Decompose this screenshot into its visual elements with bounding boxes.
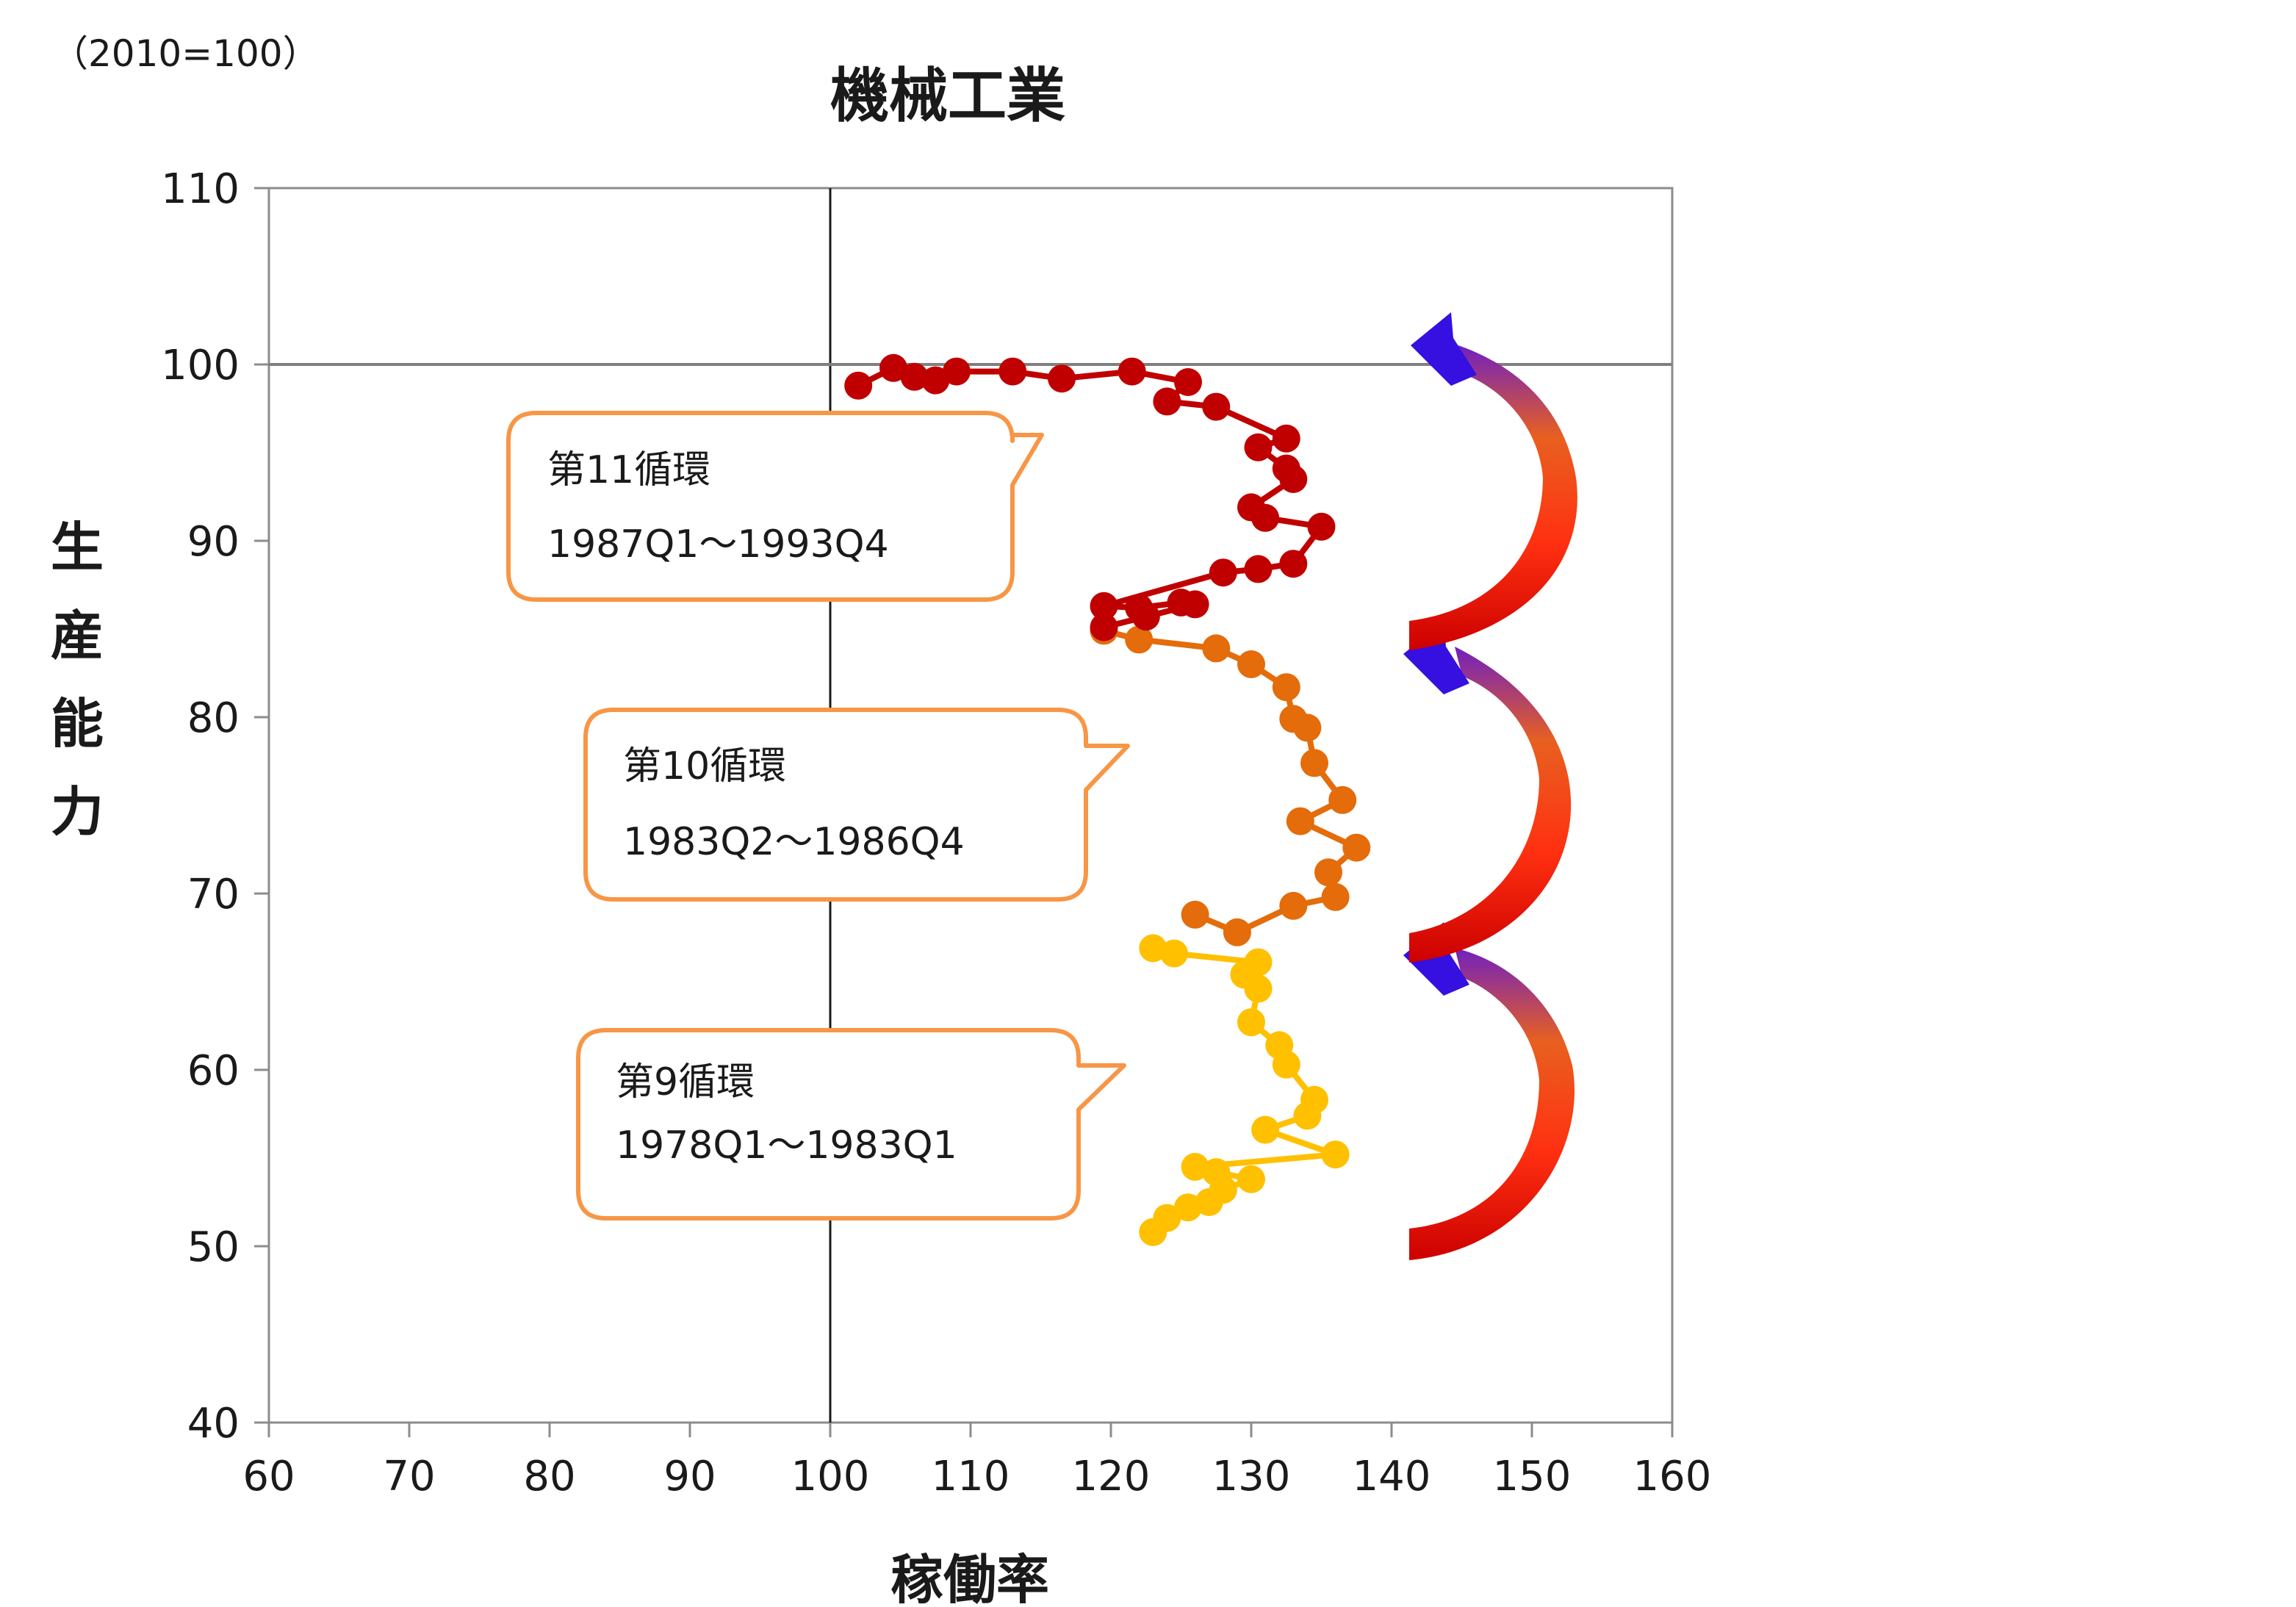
y-tick-label: 50 bbox=[187, 1223, 240, 1271]
data-point bbox=[1314, 858, 1342, 887]
data-point bbox=[1244, 948, 1273, 977]
y-axis-title-text: 生産能力 bbox=[51, 517, 104, 843]
data-point bbox=[1181, 900, 1209, 929]
x-tick-label: 150 bbox=[1493, 1453, 1572, 1500]
callout-cycle-11-title: 第11循環 bbox=[547, 448, 710, 492]
data-point bbox=[921, 366, 950, 395]
data-point bbox=[1174, 1193, 1202, 1222]
data-point bbox=[1118, 357, 1146, 386]
y-tick-label: 100 bbox=[161, 342, 240, 389]
chart-title: 機械工業 bbox=[830, 62, 1065, 130]
series-1 bbox=[1090, 616, 1371, 946]
data-point bbox=[1237, 650, 1265, 678]
callout-cycle-9: 第9循環 1978Q1～1983Q1 bbox=[576, 1028, 1126, 1220]
data-point bbox=[1139, 934, 1167, 963]
data-point bbox=[1167, 589, 1195, 616]
data-point bbox=[1237, 1165, 1265, 1193]
y-tick-label: 90 bbox=[187, 518, 240, 566]
data-point bbox=[1307, 512, 1336, 541]
y-tick-label: 60 bbox=[187, 1047, 240, 1095]
data-point bbox=[1125, 625, 1154, 654]
data-point bbox=[1181, 1153, 1209, 1181]
y-tick-label: 40 bbox=[187, 1400, 240, 1448]
y-tick-label: 70 bbox=[187, 871, 240, 918]
data-point bbox=[1272, 454, 1300, 483]
y-tick-label: 80 bbox=[187, 694, 240, 742]
x-tick-label: 90 bbox=[663, 1453, 716, 1500]
data-point bbox=[1272, 673, 1300, 702]
data-point bbox=[879, 353, 907, 382]
callout-cycle-10-title: 第10循環 bbox=[623, 744, 786, 788]
x-tick-label: 130 bbox=[1212, 1453, 1291, 1500]
data-point bbox=[1174, 368, 1202, 396]
data-point bbox=[1153, 1204, 1181, 1232]
x-tick-label: 80 bbox=[523, 1453, 575, 1500]
data-point bbox=[1153, 387, 1181, 416]
data-point bbox=[1272, 424, 1300, 453]
x-axis: 60 70 80 90 100 110 120 130 140 150 160 bbox=[242, 1423, 1711, 1500]
cycle-arrow-upper bbox=[1409, 312, 1577, 650]
callout-cycle-10-period: 1983Q2～1986Q4 bbox=[623, 820, 965, 864]
data-point bbox=[900, 362, 929, 391]
data-point bbox=[1244, 555, 1273, 583]
data-point bbox=[1300, 1085, 1328, 1114]
unit-note: （2010=100） bbox=[51, 32, 320, 75]
cycle-arrow-lower bbox=[1403, 922, 1575, 1260]
data-point bbox=[1342, 833, 1371, 862]
data-point bbox=[1090, 592, 1118, 620]
data-point bbox=[1090, 613, 1118, 641]
data-point bbox=[1202, 1158, 1231, 1187]
series-line bbox=[1103, 628, 1360, 935]
cycle-arrow-middle bbox=[1403, 621, 1572, 963]
series-group bbox=[844, 353, 1371, 1246]
callout-cycle-9-period: 1978Q1～1983Q1 bbox=[616, 1124, 957, 1168]
callout-cycle-11: 第11循環 1987Q1～1993Q4 bbox=[506, 411, 1044, 602]
series-2 bbox=[844, 353, 1336, 641]
cycle-arrows bbox=[1403, 312, 1577, 1260]
x-tick-label: 100 bbox=[791, 1453, 870, 1500]
data-point bbox=[942, 357, 971, 386]
data-point bbox=[1048, 364, 1076, 393]
data-point bbox=[1251, 1115, 1280, 1144]
data-point bbox=[1160, 939, 1188, 968]
data-point bbox=[1300, 749, 1328, 777]
y-tick-label: 110 bbox=[161, 165, 240, 213]
data-point bbox=[1321, 1140, 1350, 1169]
data-point bbox=[998, 357, 1027, 386]
x-tick-label: 140 bbox=[1353, 1453, 1431, 1500]
data-point bbox=[1286, 807, 1314, 835]
data-point bbox=[1328, 785, 1357, 814]
data-point bbox=[1223, 918, 1251, 946]
data-point bbox=[1202, 392, 1231, 421]
x-tick-label: 160 bbox=[1633, 1453, 1712, 1500]
data-point bbox=[1265, 1031, 1294, 1060]
data-point bbox=[1237, 493, 1265, 522]
series-0 bbox=[1139, 934, 1350, 1246]
y-axis-title: 生産能力 bbox=[51, 517, 104, 843]
x-tick-label: 60 bbox=[242, 1453, 295, 1500]
callout-cycle-11-period: 1987Q1～1993Q4 bbox=[547, 522, 889, 567]
data-point bbox=[1321, 882, 1350, 911]
data-point bbox=[1237, 1008, 1265, 1037]
x-axis-title: 稼働率 bbox=[890, 1549, 1049, 1607]
data-point bbox=[1202, 634, 1231, 663]
data-point bbox=[1209, 558, 1237, 587]
x-tick-label: 70 bbox=[383, 1453, 435, 1500]
x-tick-label: 120 bbox=[1072, 1453, 1151, 1500]
x-tick-label: 110 bbox=[932, 1453, 1010, 1500]
data-point bbox=[1244, 433, 1273, 461]
data-point bbox=[1125, 594, 1154, 622]
data-point bbox=[1279, 891, 1308, 920]
data-point bbox=[1279, 705, 1308, 733]
callout-cycle-9-title: 第9循環 bbox=[616, 1060, 755, 1104]
data-point bbox=[1279, 550, 1308, 578]
data-point bbox=[844, 371, 873, 400]
y-axis: 40 50 60 70 80 90 100 110 bbox=[161, 165, 269, 1448]
callout-cycle-10: 第10循環 1983Q2～1986Q4 bbox=[583, 708, 1130, 902]
